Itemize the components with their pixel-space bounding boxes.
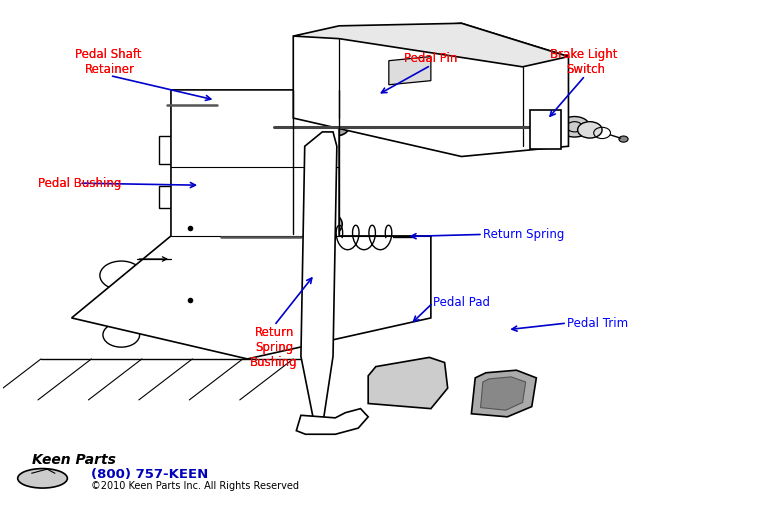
Circle shape (303, 211, 342, 237)
Bar (538, 127, 551, 139)
Circle shape (281, 170, 321, 196)
Circle shape (210, 93, 246, 118)
Polygon shape (368, 357, 447, 409)
Polygon shape (389, 56, 431, 85)
Circle shape (377, 122, 393, 132)
Circle shape (220, 99, 236, 111)
Polygon shape (296, 409, 368, 434)
Bar (159, 186, 181, 208)
Text: Keen Parts: Keen Parts (32, 453, 116, 467)
Text: Brake Light 
Switch: Brake Light Switch (550, 48, 621, 76)
Ellipse shape (18, 469, 67, 488)
Circle shape (578, 122, 602, 138)
Text: Return
Spring
Bushing: Return Spring Bushing (250, 326, 298, 369)
Circle shape (619, 136, 628, 142)
Text: Pedal Bushing: Pedal Bushing (38, 177, 121, 190)
Circle shape (306, 125, 339, 147)
Text: Pedal Pad: Pedal Pad (434, 296, 490, 309)
Circle shape (274, 117, 305, 137)
Circle shape (559, 117, 590, 137)
Circle shape (212, 234, 223, 241)
Circle shape (315, 131, 330, 141)
Polygon shape (293, 23, 568, 67)
Polygon shape (72, 90, 431, 359)
Circle shape (313, 218, 332, 231)
Circle shape (368, 116, 402, 138)
Polygon shape (293, 23, 568, 156)
Polygon shape (301, 132, 336, 427)
Text: Pedal Pin: Pedal Pin (404, 52, 457, 65)
Text: Return Spring: Return Spring (483, 228, 564, 241)
Polygon shape (471, 370, 537, 417)
Text: Pedal Pin: Pedal Pin (404, 52, 457, 65)
Circle shape (322, 118, 349, 136)
Text: Pedal Bushing: Pedal Bushing (38, 177, 121, 190)
Polygon shape (531, 110, 561, 149)
Polygon shape (480, 377, 526, 410)
Text: Pedal Shaft 
Retainer: Pedal Shaft Retainer (75, 48, 145, 76)
Text: Pedal Shaft 
Retainer: Pedal Shaft Retainer (75, 48, 145, 76)
Circle shape (232, 97, 259, 116)
Bar (159, 136, 184, 164)
Text: Brake Light 
Switch: Brake Light Switch (550, 48, 621, 76)
Text: Return
Spring
Bushing: Return Spring Bushing (250, 326, 298, 369)
Text: (800) 757-KEEN: (800) 757-KEEN (91, 468, 208, 481)
Circle shape (205, 229, 229, 246)
Circle shape (292, 177, 310, 189)
Text: ©2010 Keen Parts Inc. All Rights Reserved: ©2010 Keen Parts Inc. All Rights Reserve… (91, 481, 299, 491)
Circle shape (283, 122, 296, 132)
Text: Pedal Trim: Pedal Trim (567, 316, 628, 329)
